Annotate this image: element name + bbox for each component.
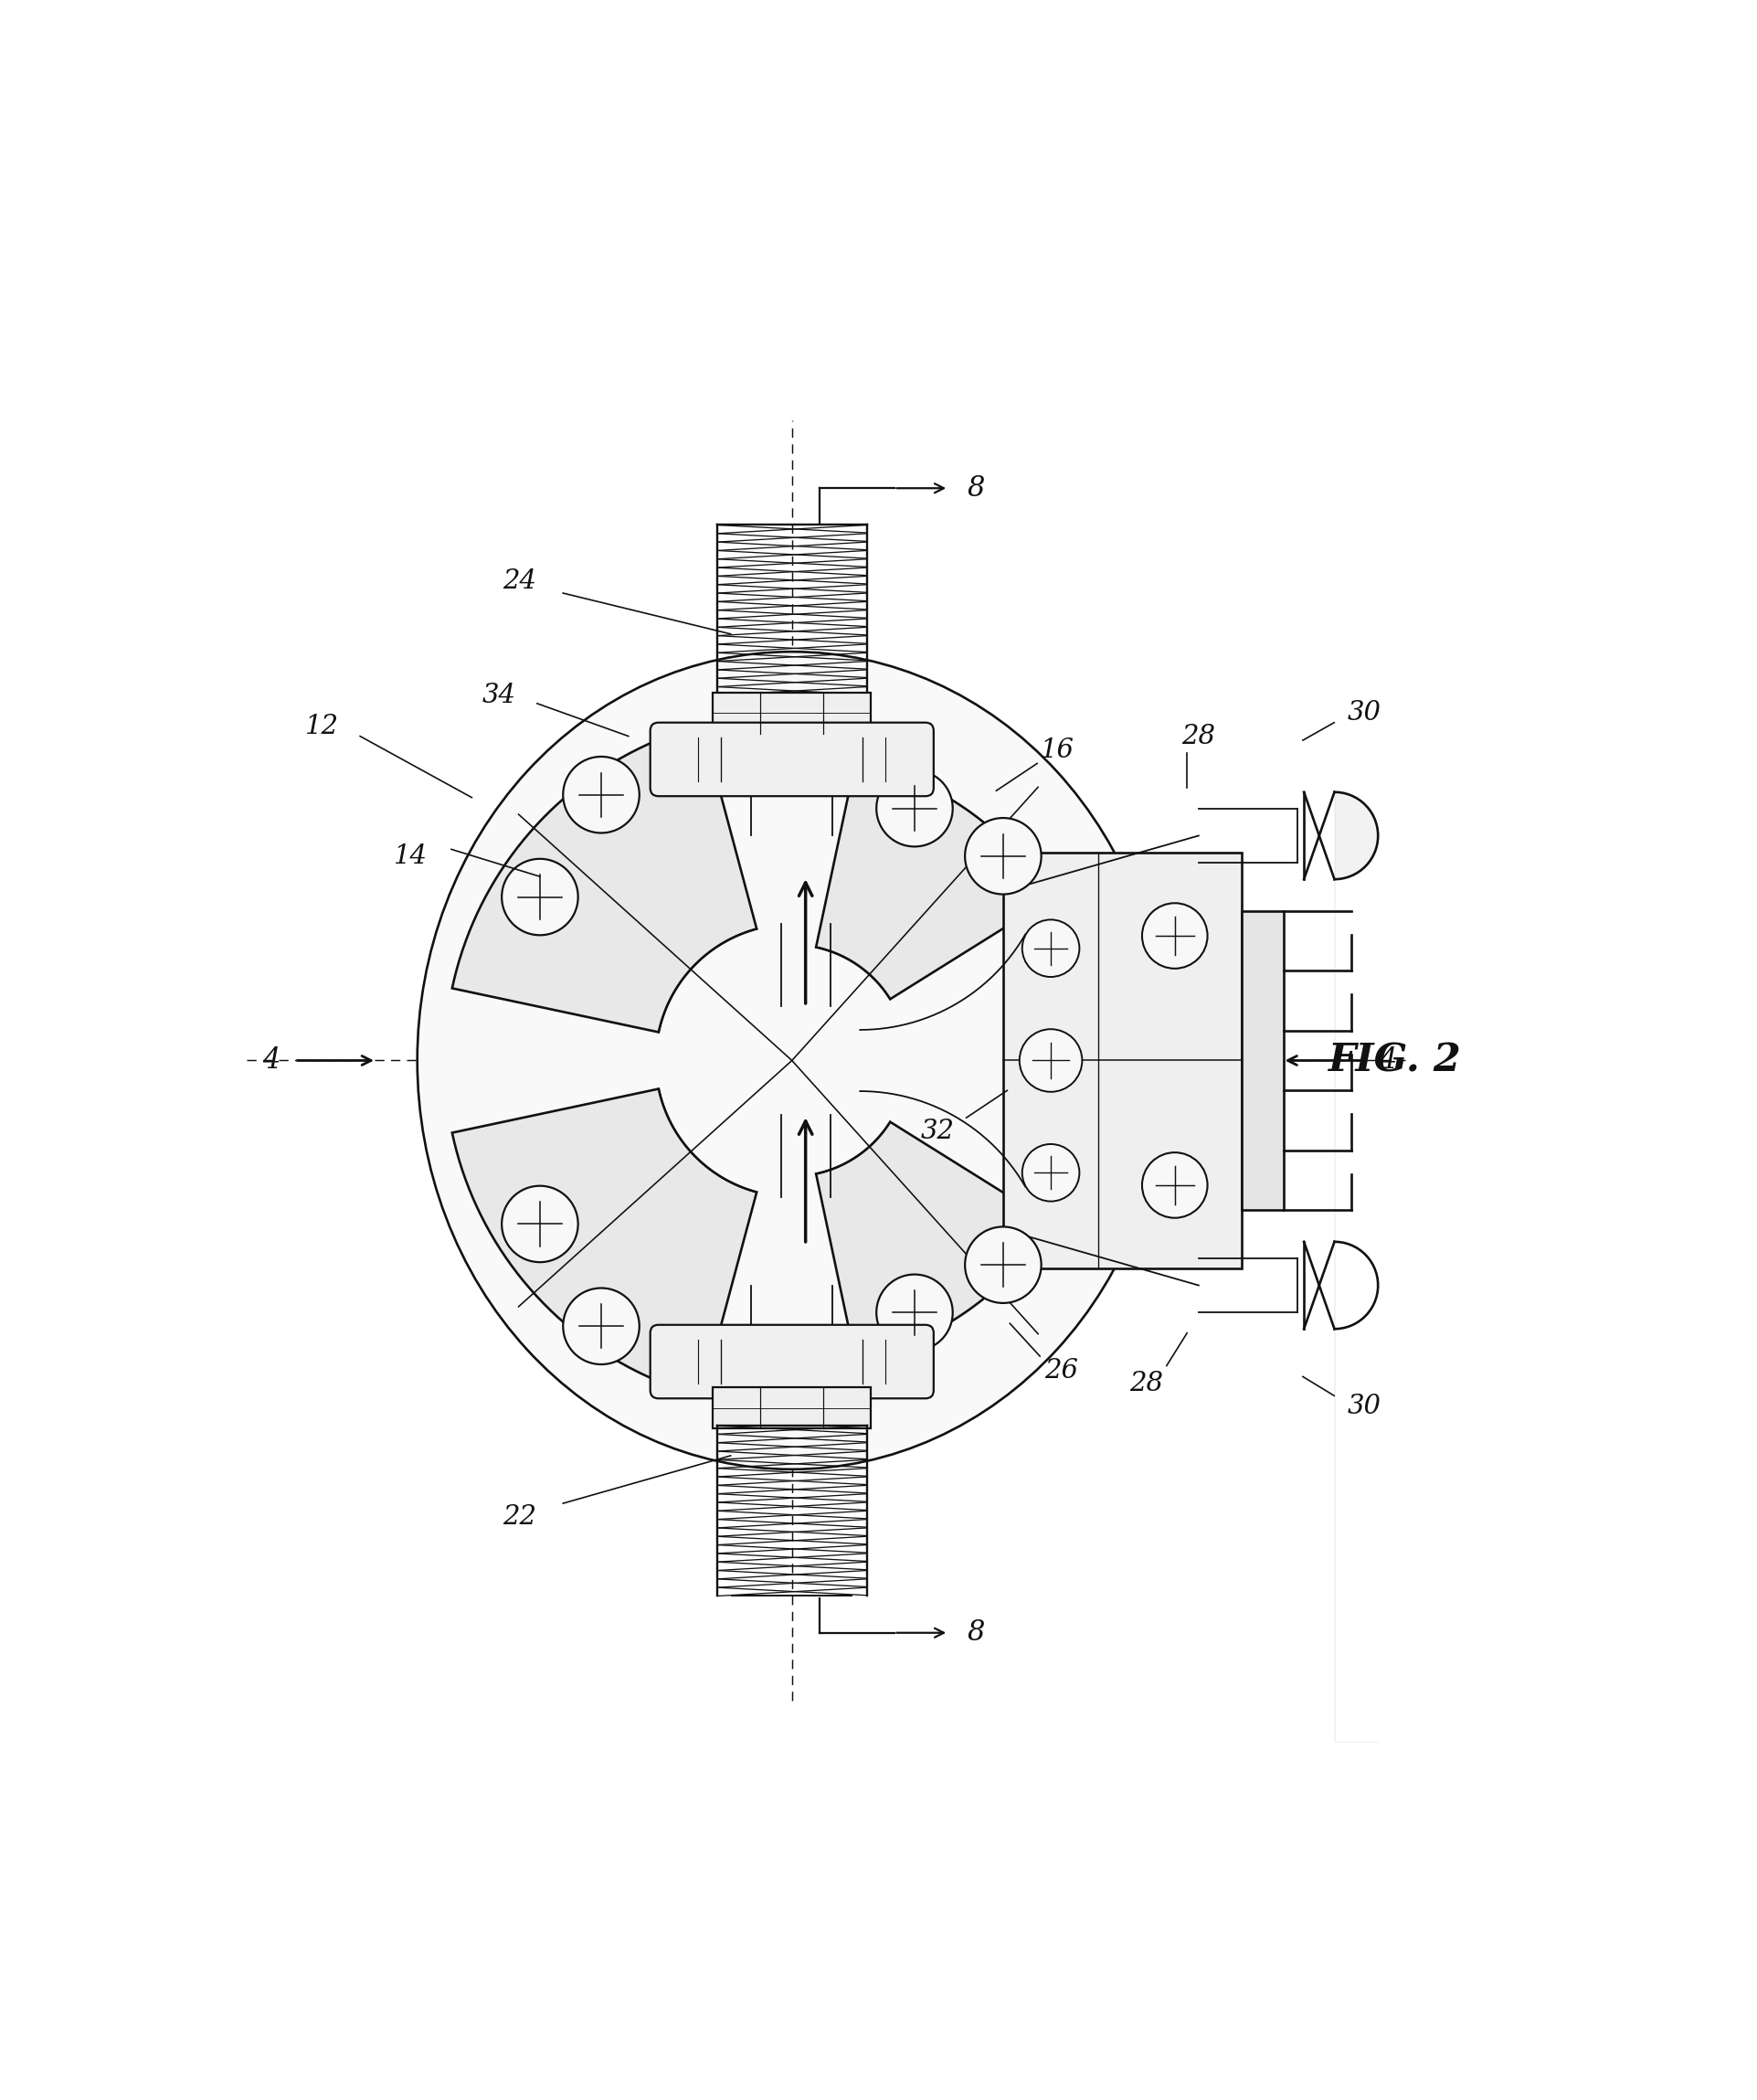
Circle shape [562,756,640,834]
Text: 32: 32 [921,1119,954,1144]
Circle shape [501,1186,578,1262]
Text: 4: 4 [262,1046,279,1075]
Circle shape [877,1275,952,1350]
Text: 24: 24 [503,569,536,594]
Text: 12: 12 [306,714,339,739]
Text: 4: 4 [1377,1046,1395,1075]
Text: 22: 22 [503,1504,536,1529]
Text: 14: 14 [394,844,427,869]
Text: 28: 28 [1181,722,1214,750]
Polygon shape [815,1121,1051,1359]
Circle shape [562,1287,640,1365]
Circle shape [965,819,1040,895]
Bar [713,1388,870,1428]
FancyBboxPatch shape [1003,853,1240,1268]
FancyBboxPatch shape [650,1325,933,1399]
Bar [1240,911,1283,1210]
Circle shape [1021,1144,1079,1201]
Text: 34: 34 [481,682,515,708]
Polygon shape [815,762,1051,1000]
Circle shape [1019,1029,1082,1092]
Text: 8: 8 [966,475,984,502]
Ellipse shape [416,651,1167,1470]
Circle shape [965,1226,1040,1302]
Text: 16: 16 [1040,737,1074,762]
Text: 8: 8 [966,1619,984,1646]
Circle shape [1021,920,1079,977]
Text: 30: 30 [1346,1394,1381,1420]
Bar [713,693,870,733]
Circle shape [1142,903,1207,968]
Polygon shape [452,724,756,1033]
Text: 28: 28 [1128,1371,1163,1396]
Text: 26: 26 [1044,1359,1079,1384]
Circle shape [501,859,578,934]
Circle shape [1142,1153,1207,1218]
Circle shape [877,771,952,846]
Text: 30: 30 [1346,699,1381,727]
FancyBboxPatch shape [650,722,933,796]
Text: FIG. 2: FIG. 2 [1327,1042,1460,1079]
Polygon shape [452,1088,756,1396]
